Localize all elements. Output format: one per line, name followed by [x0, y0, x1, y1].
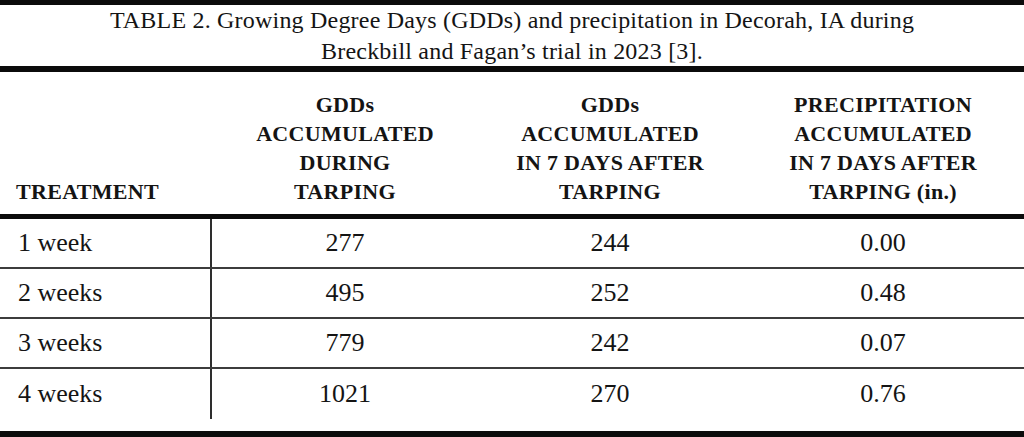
precip-cell: 0.48	[742, 269, 1024, 317]
treatment-cell: 1 week	[0, 219, 212, 267]
gdds-after-cell: 270	[478, 369, 742, 419]
precip-cell: 0.07	[742, 319, 1024, 367]
table-header-row: TREATMENT GDDs ACCUMULATED DURING TARPIN…	[0, 72, 1024, 219]
col-header-treatment: TREATMENT	[0, 177, 212, 214]
treatment-cell: 2 weeks	[0, 269, 212, 317]
gdds-during-cell: 495	[212, 269, 478, 317]
treatment-cell: 4 weeks	[0, 369, 212, 419]
gdds-during-cell: 277	[212, 219, 478, 267]
gdds-after-cell: 244	[478, 219, 742, 267]
gdd-precipitation-table: TABLE 2. Growing Degree Days (GDDs) and …	[0, 0, 1024, 437]
gdds-after-cell: 252	[478, 269, 742, 317]
precip-cell: 0.76	[742, 369, 1024, 419]
col-header-gdds-after-tarping: GDDs ACCUMULATED IN 7 DAYS AFTER TARPING	[478, 90, 742, 214]
treatment-cell: 3 weeks	[0, 319, 212, 367]
table-row: 2 weeks 495 252 0.48	[0, 269, 1024, 319]
table-row: 1 week 277 244 0.00	[0, 219, 1024, 269]
table-body: 1 week 277 244 0.00 2 weeks 495 252 0.48…	[0, 219, 1024, 419]
table-row: 3 weeks 779 242 0.07	[0, 319, 1024, 369]
gdds-during-cell: 779	[212, 319, 478, 367]
table-caption: TABLE 2. Growing Degree Days (GDDs) and …	[0, 5, 1024, 72]
table-row: 4 weeks 1021 270 0.76	[0, 369, 1024, 419]
col-header-precip-after-tarping: PRECIPITATION ACCUMULATED IN 7 DAYS AFTE…	[742, 90, 1024, 214]
col-header-gdds-during-tarping: GDDs ACCUMULATED DURING TARPING	[212, 90, 478, 214]
gdds-during-cell: 1021	[212, 369, 478, 419]
precip-cell: 0.00	[742, 219, 1024, 267]
gdds-after-cell: 242	[478, 319, 742, 367]
